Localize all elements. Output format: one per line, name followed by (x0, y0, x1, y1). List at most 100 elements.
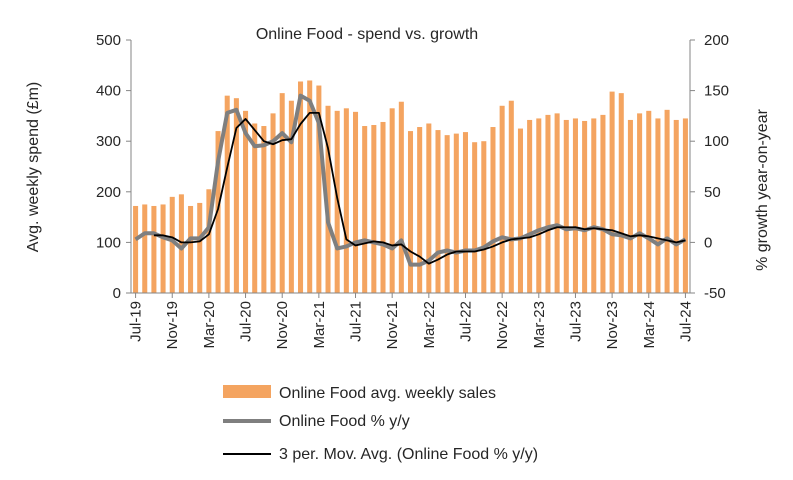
y-axis-title: Avg. weekly spend (£m) (25, 82, 42, 252)
bar (545, 114, 551, 293)
bar (582, 120, 588, 294)
bar (563, 119, 569, 293)
bar (261, 126, 267, 294)
x-tick-label: Mar-23 (531, 301, 548, 349)
bar (618, 93, 624, 293)
y-tick-label: 200 (96, 184, 121, 201)
bar (517, 128, 523, 293)
bar (215, 131, 221, 293)
bar (178, 194, 184, 293)
bar (224, 95, 230, 293)
bar (270, 113, 276, 294)
x-tick-label: Nov-21 (384, 301, 401, 349)
bar (288, 100, 294, 293)
bar (197, 202, 203, 293)
bar (353, 111, 359, 293)
chart-title: Online Food - spend vs. growth (256, 26, 478, 43)
bar (664, 109, 670, 293)
bar (637, 113, 643, 294)
bar (591, 118, 597, 294)
bars-group (133, 80, 688, 294)
y2-tick-label: 200 (704, 32, 729, 49)
bar (252, 123, 258, 294)
yoy-series-line (134, 93, 687, 267)
y2-tick-label: 100 (704, 133, 729, 150)
bar (554, 113, 560, 294)
ticks-group: 0 100 200 300 400 500 -50 0 50 100 150 200 Jul-19 Nov… (96, 32, 729, 349)
bar (407, 131, 414, 293)
bar (600, 114, 606, 293)
bar (243, 110, 249, 293)
lines-group (134, 93, 687, 267)
bar (133, 205, 139, 293)
bar (169, 196, 175, 293)
x-tick-label: Mar-20 (201, 301, 218, 349)
x-tick-label: Jul-19 (128, 301, 145, 342)
bar (627, 119, 633, 293)
axes-group (126, 39, 695, 298)
x-tick-label: Jul-24 (677, 301, 694, 342)
x-tick-label: Nov-19 (164, 301, 181, 349)
bar (343, 108, 349, 293)
bar (307, 80, 313, 293)
y-tick-label: 300 (96, 133, 121, 150)
bar (362, 126, 368, 294)
bar (499, 105, 505, 293)
x-tick-label: Jul-23 (567, 301, 584, 342)
y2-tick-label: 150 (704, 83, 729, 100)
y-tick-label: 400 (96, 83, 121, 100)
bar (151, 205, 157, 293)
bar (472, 142, 478, 293)
bar (673, 119, 679, 293)
y2-tick-label: 50 (704, 184, 721, 201)
y2-tick-label: 0 (704, 234, 712, 251)
y2-axis-title: % growth year-on-year (754, 108, 771, 271)
bar (609, 91, 615, 293)
bar (325, 105, 331, 293)
bar (646, 110, 652, 293)
bar (444, 135, 450, 293)
y2-tick-label: -50 (704, 285, 726, 302)
x-tick-label: Mar-24 (641, 301, 658, 349)
bar (371, 125, 377, 293)
moving-average-line (153, 111, 686, 265)
legend-label-bars: Online Food avg. weekly sales (279, 385, 496, 402)
bar (426, 123, 432, 294)
legend-label-yoy: Online Food % y/y (279, 413, 410, 430)
legend-swatch-bars (223, 385, 271, 398)
bar (462, 132, 468, 293)
x-tick-label: Nov-22 (494, 301, 511, 349)
bar (508, 100, 514, 293)
x-tick-label: Jul-20 (238, 301, 255, 342)
x-tick-label: Mar-22 (421, 301, 438, 349)
bar (389, 108, 395, 293)
bar (233, 98, 239, 293)
bar (655, 118, 661, 294)
y-tick-label: 0 (113, 285, 121, 302)
bar (316, 85, 322, 293)
bar (380, 121, 386, 293)
x-tick-label: Jul-21 (348, 301, 365, 342)
x-tick-label: Jul-22 (457, 301, 474, 342)
bar (279, 93, 285, 293)
bar (206, 189, 212, 293)
bar (453, 133, 459, 293)
bar (527, 119, 533, 293)
x-tick-label: Nov-23 (604, 301, 621, 349)
bar (435, 130, 441, 293)
bar (298, 81, 304, 294)
bar (142, 204, 148, 293)
bar (572, 118, 578, 294)
bar (481, 141, 487, 293)
x-tick-label: Mar-21 (311, 301, 328, 349)
bar (188, 205, 194, 293)
legend-label-ma: 3 per. Mov. Avg. (Online Food % y/y) (279, 446, 538, 463)
bar (417, 127, 423, 293)
bar (682, 118, 688, 294)
bar (536, 118, 542, 294)
bar (490, 127, 496, 293)
bar (398, 101, 404, 293)
legend: Online Food avg. weekly sales Online Foo… (223, 385, 538, 463)
bar (160, 204, 166, 293)
